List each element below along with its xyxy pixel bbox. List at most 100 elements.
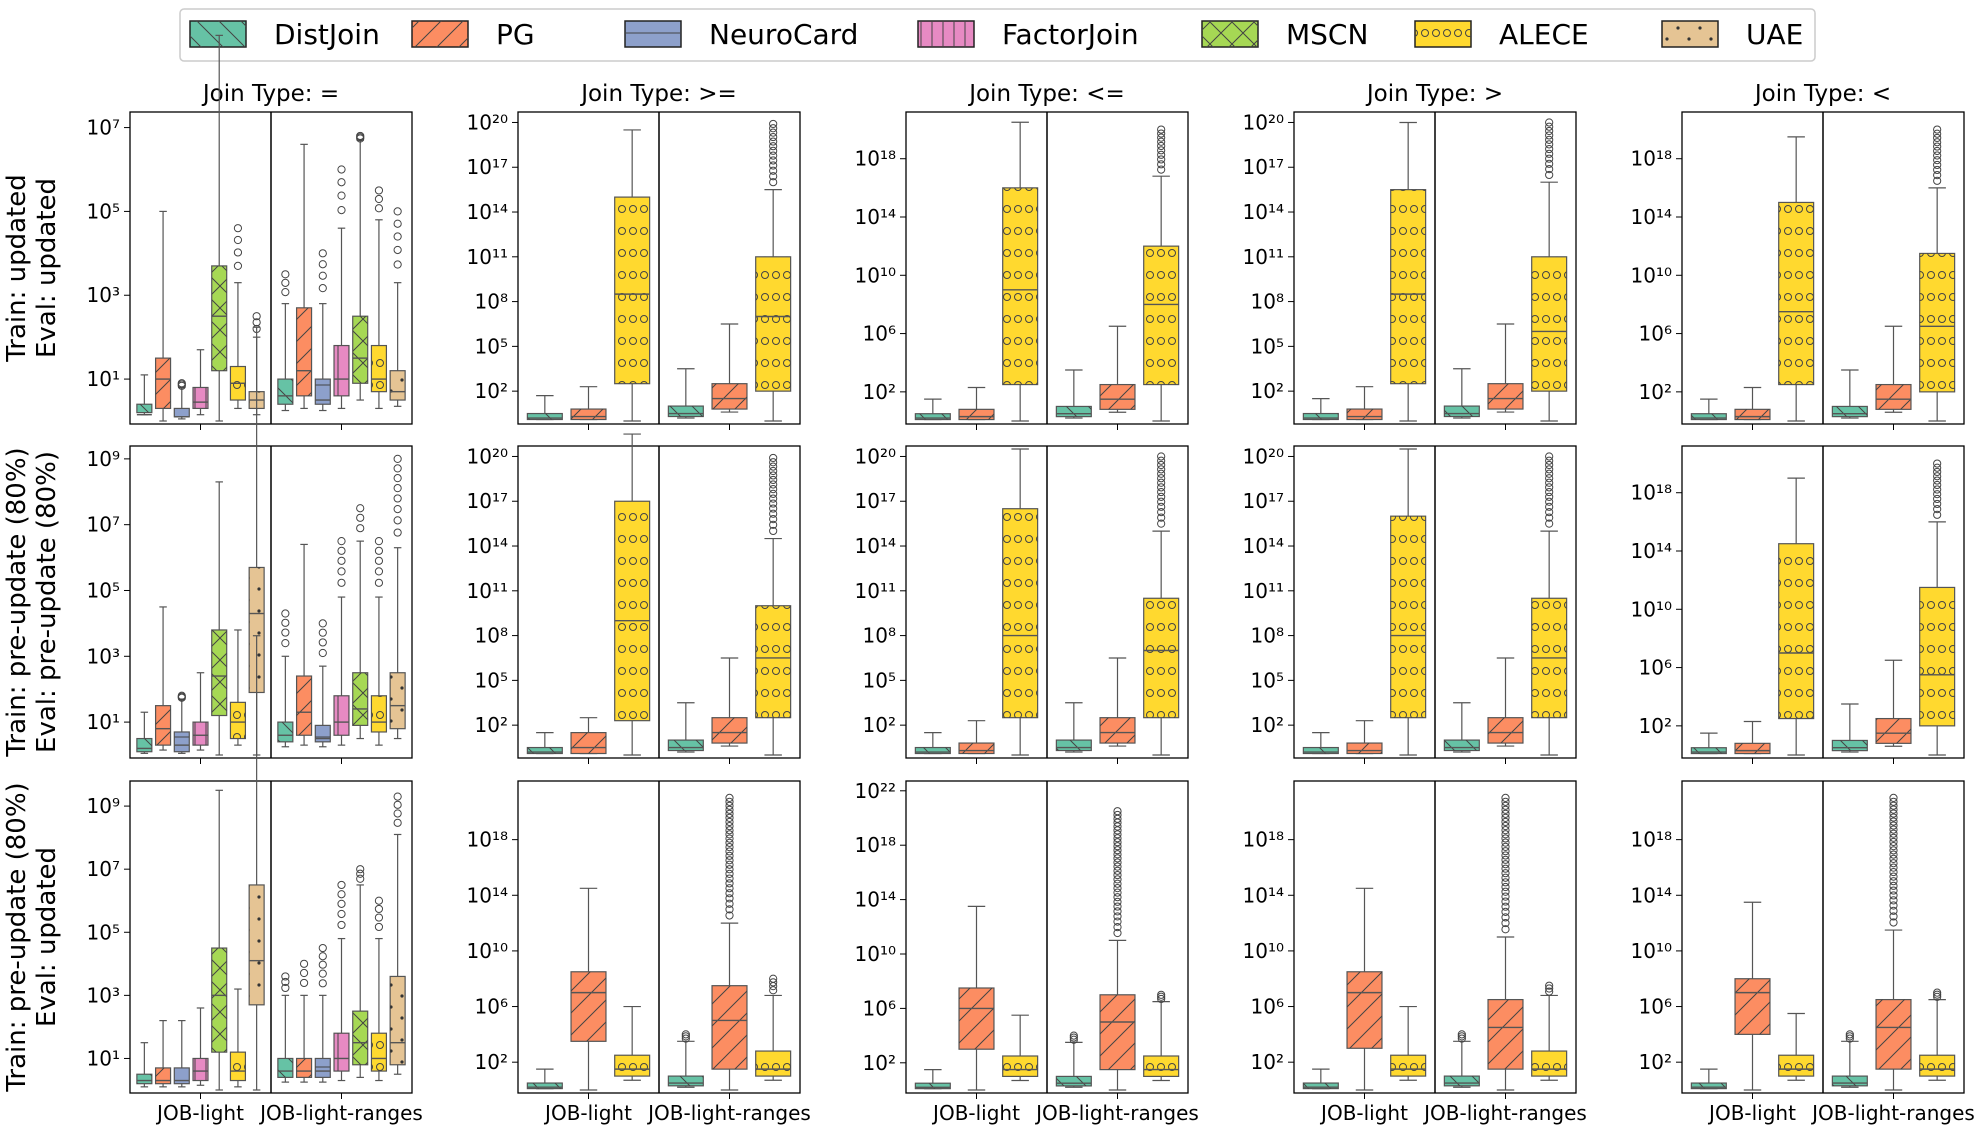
y-tick-label: 10¹⁰: [1243, 939, 1284, 963]
outlier-point: [725, 847, 734, 856]
box-alece: [1002, 121, 1039, 422]
box-alece: [614, 433, 651, 756]
box-hatch: [136, 1074, 152, 1084]
outlier-point: [374, 194, 384, 204]
box-hatch: [1390, 1055, 1426, 1077]
box-pg: [295, 543, 313, 746]
y-tick-label: 10¹⁴: [1243, 200, 1284, 224]
y-tick-label: 10¹⁴: [855, 888, 896, 912]
box-distjoin: [136, 711, 153, 754]
outlier-point: [318, 960, 327, 969]
panel-title: Join Type: >: [1365, 81, 1503, 107]
outlier-point: [318, 952, 327, 961]
box-alece: [1531, 981, 1568, 1081]
outlier-point: [769, 137, 778, 146]
outlier-point: [318, 619, 327, 628]
legend-hatch: [1415, 21, 1471, 47]
box-alece: [1531, 118, 1568, 422]
outlier-point: [337, 920, 346, 930]
outlier-point: [1933, 151, 1942, 160]
outlier-point: [1157, 519, 1166, 528]
box-alece: [614, 1005, 651, 1081]
y-tick-label: 10¹⁴: [1631, 205, 1672, 229]
box-hatch: [315, 725, 331, 742]
box-alece: [1390, 121, 1427, 422]
y-tick-label: 10⁷: [87, 513, 120, 537]
outlier-point: [1157, 141, 1166, 151]
box-distjoin: [526, 395, 563, 421]
box-pg: [1487, 657, 1524, 747]
outlier-point: [1889, 867, 1898, 877]
outlier-point: [769, 494, 778, 503]
outlier-point: [769, 526, 778, 536]
outlier-point: [1069, 1031, 1078, 1040]
outlier-point: [1113, 830, 1122, 839]
y-tick-label: 10¹⁰: [467, 939, 508, 963]
outlier-point: [177, 691, 186, 700]
outlier-point: [1889, 901, 1898, 910]
outlier-point: [1113, 850, 1122, 859]
box-mscn: [211, 34, 228, 422]
y-tick-label: 10¹¹: [467, 579, 508, 603]
box-hatch: [614, 501, 650, 721]
outlier-point: [1113, 810, 1122, 820]
outlier-point: [1889, 793, 1898, 803]
outlier-point: [374, 186, 384, 195]
outlier-point: [1933, 480, 1942, 490]
y-tick-label: 10¹⁷: [1243, 489, 1284, 513]
box-pg: [711, 323, 748, 413]
box-distjoin: [277, 972, 294, 1083]
box-hatch: [1691, 747, 1727, 754]
outlier-point: [393, 505, 402, 514]
box-distjoin: [667, 1030, 704, 1088]
box-hatch: [1876, 384, 1911, 410]
box-pg: [1346, 720, 1383, 755]
box-distjoin: [1831, 703, 1868, 753]
legend-entry: ALECE: [1414, 18, 1589, 51]
y-tick-label: 10¹⁴: [467, 883, 508, 907]
outlier-point: [725, 838, 734, 847]
outlier-point: [374, 896, 384, 905]
box-hatch: [1390, 189, 1426, 384]
outlier-point: [1545, 122, 1554, 131]
outlier-point: [1545, 502, 1554, 511]
outlier-point: [1845, 1034, 1854, 1043]
outlier-point: [281, 609, 290, 618]
panel: 10² 10⁵ 10⁸ 10¹¹ 10¹⁴ 10¹⁷ 10²⁰ Join Type: >=: [467, 81, 801, 430]
x-tick-label: JOB-light-ranges: [1034, 1101, 1199, 1125]
outlier-point: [1933, 494, 1942, 504]
outlier-point: [281, 972, 290, 981]
box-pg: [1734, 901, 1771, 1091]
y-tick-label: 10¹: [87, 1046, 120, 1070]
box-alece: [755, 453, 792, 756]
outlier-point: [1545, 497, 1554, 506]
outlier-point: [233, 248, 243, 257]
box-alece: [1390, 1005, 1427, 1081]
box-factorjoin: [333, 165, 350, 410]
box-factorjoin: [192, 1007, 209, 1086]
y-tick-label: 10¹⁸: [1631, 828, 1672, 852]
panel: 10² 10⁵ 10⁸ 10¹¹ 10¹⁴ 10¹⁷ 10²⁰: [1243, 444, 1577, 764]
box-distjoin: [914, 1068, 951, 1090]
box-hatch: [315, 379, 331, 405]
outlier-point: [374, 913, 384, 922]
y-tick-label: 10¹¹: [1243, 579, 1284, 603]
box-hatch: [155, 358, 171, 409]
y-tick-label: 10⁶: [1251, 995, 1284, 1019]
outlier-point: [177, 379, 186, 388]
outlier-point: [1457, 1034, 1466, 1043]
outlier-point: [1501, 918, 1510, 928]
box-hatch: [1919, 1055, 1955, 1077]
outlier-point: [769, 178, 778, 187]
box-pg: [570, 887, 607, 1091]
legend-label: UAE: [1746, 18, 1803, 51]
outlier-point: [1933, 988, 1942, 997]
y-tick-label: 10²: [1639, 380, 1672, 404]
outlier-point: [1113, 897, 1122, 906]
box-alece: [614, 129, 651, 422]
box-hatch: [193, 722, 208, 746]
outlier-point: [769, 475, 778, 485]
outlier-point: [1113, 893, 1122, 902]
outlier-point: [1933, 133, 1942, 143]
box-distjoin: [1443, 368, 1480, 419]
